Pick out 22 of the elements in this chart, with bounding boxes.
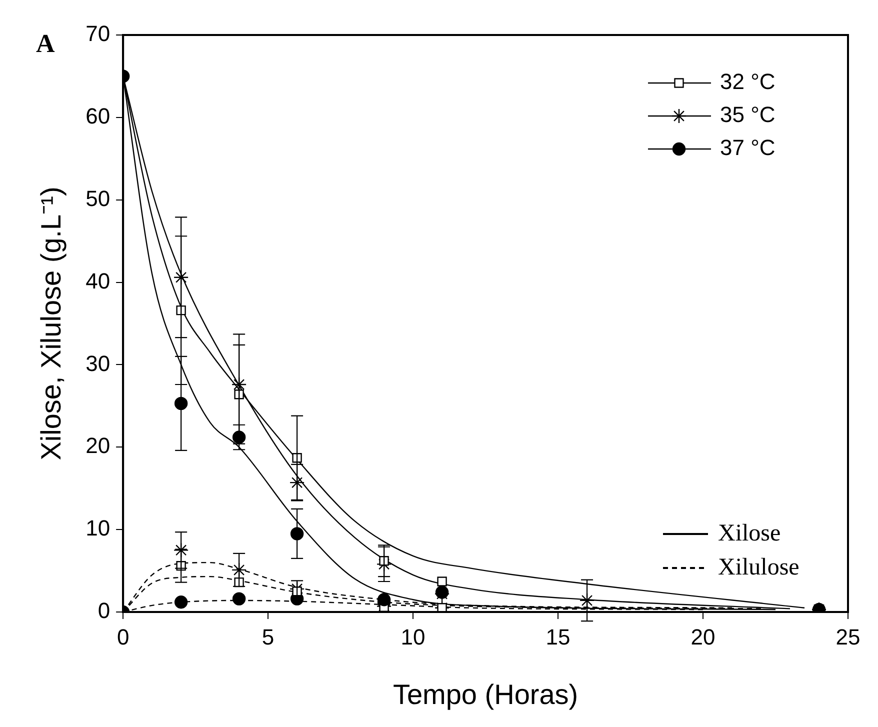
x-tick-label: 0 [116,624,130,650]
x-tick-label: 5 [262,624,274,650]
x-tick-label: 15 [546,624,570,650]
x-tick-label: 25 [836,624,860,650]
y-tick-label: 10 [86,516,110,541]
y-tick-label: 30 [86,350,110,376]
legend-label: 32 °C [720,69,776,94]
y-tick-label: 40 [86,268,110,294]
legend-label: Xilulose [718,554,800,580]
text: A [36,29,55,58]
legend-label: Xilose [718,520,781,546]
y-tick-label: 0 [98,598,110,624]
x-tick-label: 20 [690,624,716,650]
x-tick-label: 10 [400,624,426,650]
legend-label: 35 °C [720,102,776,128]
y-tick-label: 70 [86,21,110,46]
x-axis-title: Tempo (Horas) [392,678,578,710]
y-tick-label: 50 [86,186,110,211]
y-axis-title: Xilose, Xilulose (g.L⁻¹) [36,186,67,460]
legend-label: 37 °C [720,135,776,160]
y-tick-label: 60 [86,103,110,128]
y-tick-label: 20 [86,433,110,458]
